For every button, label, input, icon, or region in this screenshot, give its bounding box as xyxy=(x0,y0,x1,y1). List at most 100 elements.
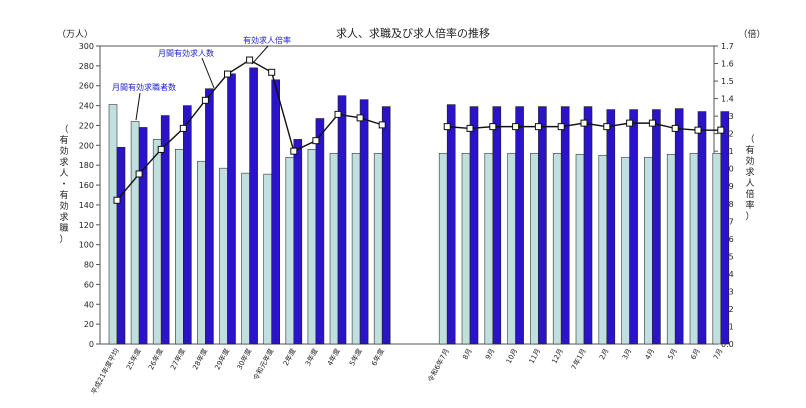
ratio-point xyxy=(648,119,656,127)
ratio-point xyxy=(466,124,474,132)
axis-title-char: 有 xyxy=(745,144,754,156)
job-openings-bar xyxy=(674,108,684,345)
axis-title-char: （ xyxy=(745,134,754,145)
ratio-point xyxy=(534,123,542,131)
job-openings-bar xyxy=(446,104,456,345)
bars xyxy=(108,67,730,345)
job-seekers-bar xyxy=(507,152,516,345)
left-tick-label: 120 xyxy=(79,221,94,230)
ratio-point xyxy=(443,123,451,131)
job-seekers-bar xyxy=(461,152,471,345)
left-tick-label: 40 xyxy=(84,300,94,309)
leader-line xyxy=(135,92,141,121)
job-seekers-bar xyxy=(307,149,317,345)
job-openings-bar xyxy=(315,118,325,345)
job-seekers-bar xyxy=(438,152,448,345)
left-tick-label: 140 xyxy=(79,201,94,210)
ratio-line xyxy=(113,56,725,204)
ratio-point xyxy=(580,119,588,127)
job-seekers-bar xyxy=(285,156,295,345)
job-openings-bar xyxy=(697,111,707,345)
right-tick-label: 1.6 xyxy=(721,60,734,69)
job-seekers-bar xyxy=(712,152,722,345)
right-unit-label: （倍） xyxy=(738,28,765,40)
axis-title-char: 人 xyxy=(745,178,754,189)
job-seekers-bar xyxy=(598,154,608,345)
job-seekers-bar xyxy=(530,152,539,345)
right-tick-label: 0.0 xyxy=(721,340,734,349)
job-openings-bar xyxy=(629,109,638,345)
job-openings-bar xyxy=(538,106,547,345)
job-openings-bar xyxy=(293,139,303,345)
job-openings-bar xyxy=(469,106,479,345)
axis-title-char: ） xyxy=(745,211,754,222)
ratio-point xyxy=(557,123,565,131)
job-openings-bar xyxy=(227,73,236,345)
job-seekers-bar xyxy=(108,104,118,345)
ratio-point xyxy=(113,196,121,204)
job-seekers-bar xyxy=(644,156,653,345)
ratio-point xyxy=(201,96,209,104)
job-seekers-bar xyxy=(552,152,562,345)
axis-title-char: 職 xyxy=(59,223,68,234)
job-openings-bar xyxy=(271,79,281,345)
left-tick-label: 220 xyxy=(79,121,94,130)
job-openings-bar xyxy=(515,106,524,345)
job-openings-bar xyxy=(560,106,570,345)
ratio-point xyxy=(246,56,254,64)
leader-line xyxy=(201,57,215,89)
left-tick-label: 20 xyxy=(84,320,94,329)
job-openings-bar xyxy=(205,88,214,345)
job-openings-bar xyxy=(492,106,502,345)
ratio-point xyxy=(179,124,187,132)
axis-title-char: （ xyxy=(59,124,68,135)
left-tick-label: 60 xyxy=(84,280,94,289)
job-seekers-bar xyxy=(130,121,140,345)
job-seekers-bar xyxy=(263,173,273,345)
job-openings-bar xyxy=(652,109,661,345)
series-label: 有効求人倍率 xyxy=(243,35,291,45)
job-openings-bar xyxy=(138,127,148,345)
ratio-point xyxy=(489,123,497,131)
ratio-point xyxy=(512,123,520,131)
job-openings-bar xyxy=(720,111,730,345)
job-seekers-bar xyxy=(575,153,585,345)
job-seekers-bar xyxy=(689,152,699,345)
axis-title-char: 効 xyxy=(745,155,754,167)
ratio-point xyxy=(671,124,679,132)
job-openings-bar xyxy=(337,95,347,345)
job-seekers-bar xyxy=(621,156,630,345)
job-openings-bar xyxy=(583,106,593,345)
ratio-point xyxy=(290,147,298,155)
job-openings-bar xyxy=(606,109,616,345)
left-tick-label: 240 xyxy=(79,102,94,111)
job-seekers-bar xyxy=(219,167,228,345)
axis-title-char: 有 xyxy=(59,134,68,146)
job-openings-bar xyxy=(249,67,258,345)
left-tick-label: 200 xyxy=(79,141,94,150)
axis-title-char: 率 xyxy=(745,199,754,211)
ratio-point xyxy=(356,114,364,122)
axis-title-char: 倍 xyxy=(745,188,754,200)
job-openings-bar xyxy=(359,99,369,345)
left-tick-label: 180 xyxy=(79,161,94,170)
ratio-point xyxy=(135,170,143,178)
left-tick-label: 260 xyxy=(79,82,94,91)
job-seekers-bar xyxy=(197,160,206,345)
axis-title-char: 効 xyxy=(59,145,68,157)
ratio-point xyxy=(224,70,231,78)
job-openings-bar xyxy=(381,106,391,345)
axis-title-char: 効 xyxy=(59,200,68,212)
job-seekers-bar xyxy=(666,153,676,345)
axis-title-char: 求 xyxy=(59,211,68,223)
axis-title-char: 求 xyxy=(745,166,754,178)
job-seekers-bar xyxy=(329,152,339,345)
axis-title-char: 求 xyxy=(59,156,68,168)
ratio-point xyxy=(603,123,611,131)
axis-title-char: ） xyxy=(59,234,68,245)
ratio-point xyxy=(378,121,386,129)
left-axis-title: （有効求人・有効求職） xyxy=(59,124,68,245)
left-tick-label: 80 xyxy=(84,261,94,270)
series-label: 月間有効求人数 xyxy=(158,48,214,58)
